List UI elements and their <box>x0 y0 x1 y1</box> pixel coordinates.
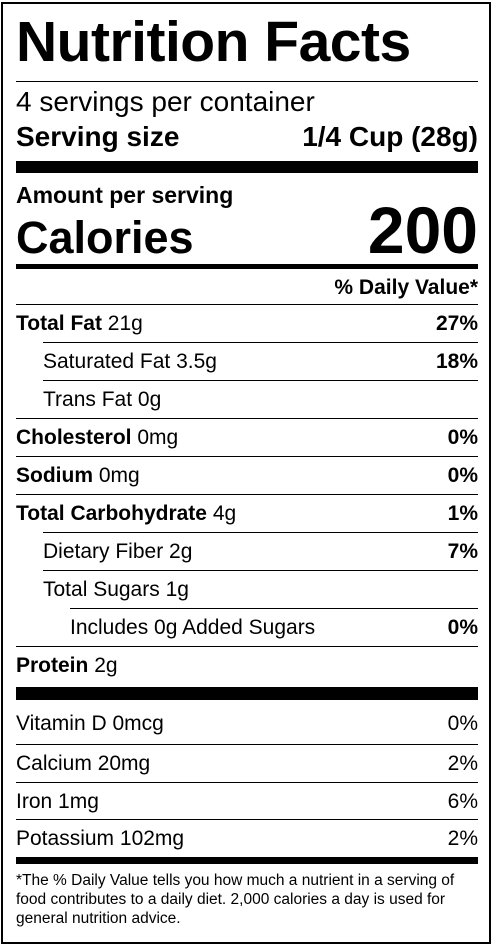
row-divider <box>16 304 478 305</box>
vitamin-name: Potassium 102mg <box>16 826 185 850</box>
row-divider <box>43 532 478 533</box>
row-divider <box>43 570 478 571</box>
vitamin-name: Calcium 20mg <box>16 751 151 775</box>
serving-size-label: Serving size <box>16 121 180 152</box>
nutrient-dv: 1% <box>447 501 478 525</box>
serving-size-value: 1/4 Cup (28g) <box>302 121 478 152</box>
row-divider <box>16 744 478 745</box>
vitamin-row-iron: Iron 1mg 6% <box>16 783 478 820</box>
nutrient-name: Total Sugars 1g <box>43 577 189 601</box>
footnote-divider <box>16 857 478 864</box>
row-divider <box>43 380 478 381</box>
calories-row: Calories 200 <box>16 193 478 267</box>
vitamin-dv: 2% <box>447 826 478 850</box>
nutrient-name: Includes 0g Added Sugars <box>70 615 316 639</box>
nutrient-row-total-fat: Total Fat 21g 27% <box>16 305 478 342</box>
nutrient-row-trans-fat: Trans Fat 0g <box>43 381 478 418</box>
nutrient-name: Saturated Fat 3.5g <box>43 349 217 373</box>
nutrient-row-total-carbohydrate: Total Carbohydrate 4g 1% <box>16 495 478 532</box>
vitamin-dv: 0% <box>447 711 478 735</box>
vitamin-row-calcium: Calcium 20mg 2% <box>16 745 478 782</box>
title-divider <box>16 81 478 82</box>
nutrient-dv: 0% <box>447 425 478 449</box>
thick-divider-vitamins <box>16 687 478 700</box>
servings-per-container: 4 servings per container <box>16 86 315 117</box>
thick-divider-top <box>16 161 478 173</box>
row-divider <box>16 819 478 820</box>
nutrient-row-sodium: Sodium 0mg 0% <box>16 457 478 494</box>
vitamin-name: Iron 1mg <box>16 789 99 813</box>
vitamin-dv: 6% <box>447 789 478 813</box>
nutrient-dv: 7% <box>447 539 478 563</box>
vitamin-name: Vitamin D 0mcg <box>16 711 164 735</box>
row-divider <box>16 646 478 647</box>
vitamin-row-potassium: Potassium 102mg 2% <box>16 820 478 857</box>
nutrient-row-dietary-fiber: Dietary Fiber 2g 7% <box>43 533 478 570</box>
nutrient-name: Trans Fat 0g <box>43 387 162 411</box>
nutrient-name: Dietary Fiber 2g <box>43 539 193 563</box>
nutrition-facts-label: Nutrition Facts 4 servings per container… <box>1 2 491 944</box>
vitamin-dv: 2% <box>447 751 478 775</box>
label-content: Nutrition Facts 4 servings per container… <box>16 4 478 942</box>
nutrient-name: Cholesterol 0mg <box>16 425 179 449</box>
amount-per-serving: Amount per serving <box>16 182 234 208</box>
nutrient-dv: 27% <box>435 311 478 335</box>
nutrient-name: Total Carbohydrate 4g <box>16 501 237 525</box>
calories-value: 200 <box>367 193 478 267</box>
row-divider <box>16 494 478 495</box>
nutrient-row-saturated-fat: Saturated Fat 3.5g 18% <box>43 343 478 380</box>
nutrient-row-total-sugars: Total Sugars 1g <box>43 571 478 608</box>
row-divider <box>16 782 478 783</box>
nutrient-name: Total Fat 21g <box>16 311 143 335</box>
nutrient-dv: 0% <box>447 463 478 487</box>
daily-value-header: % Daily Value* <box>334 276 478 299</box>
nutrient-row-cholesterol: Cholesterol 0mg 0% <box>16 419 478 456</box>
nutrient-row-protein: Protein 2g <box>16 647 478 684</box>
vitamin-row-vitamin-d: Vitamin D 0mcg 0% <box>16 705 478 742</box>
nutrient-row-added-sugars: Includes 0g Added Sugars 0% <box>70 609 478 646</box>
row-divider <box>43 342 478 343</box>
nutrient-dv: 0% <box>447 615 478 639</box>
nutrient-dv: 18% <box>435 349 478 373</box>
serving-size: Serving size 1/4 Cup (28g) <box>16 120 478 154</box>
medium-divider <box>16 264 478 269</box>
row-divider <box>70 608 478 609</box>
row-divider <box>16 418 478 419</box>
calories-label: Calories <box>16 212 194 263</box>
daily-value-footnote: *The % Daily Value tells you how much a … <box>16 872 455 927</box>
nutrient-name: Sodium 0mg <box>16 463 140 487</box>
label-title: Nutrition Facts <box>16 10 411 74</box>
row-divider <box>16 456 478 457</box>
nutrient-name: Protein 2g <box>16 653 118 677</box>
